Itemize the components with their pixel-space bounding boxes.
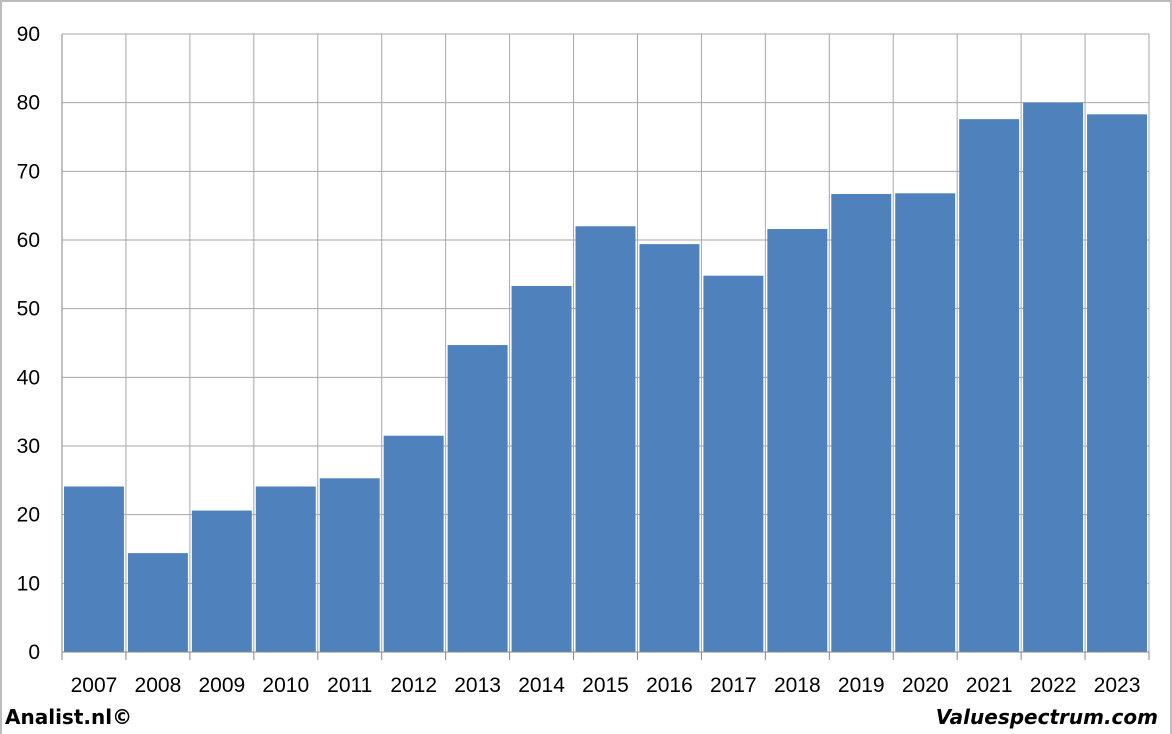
bar [639,244,700,652]
x-tick-label: 2013 [454,674,501,697]
bar [767,229,828,652]
bar [575,226,636,652]
bar [319,478,380,652]
y-tick-label: 60 [17,229,40,252]
x-tick-label: 2010 [262,674,309,697]
bar [1023,102,1084,652]
bar [447,345,508,652]
bar [1087,114,1147,653]
x-tick-label: 2009 [198,674,245,697]
y-tick-label: 50 [17,298,40,321]
bar [383,435,444,652]
x-tick-label: 2018 [774,674,821,697]
bar [511,286,572,652]
bar [255,486,316,652]
x-tick-label: 2022 [1030,674,1077,697]
y-tick-label: 90 [17,23,40,46]
x-tick-label: 2014 [518,674,565,697]
x-tick-label: 2011 [327,674,372,697]
y-tick-label: 80 [17,92,40,115]
x-tick-label: 2021 [966,674,1013,697]
y-tick-label: 30 [17,435,40,458]
bar [191,510,252,652]
x-tick-label: 2016 [646,674,693,697]
bar [831,193,892,652]
x-tick-label: 2017 [710,674,757,697]
bar [127,553,188,652]
bar [64,486,124,652]
bar [703,275,764,652]
x-tick-label: 2007 [71,674,118,697]
y-tick-label: 10 [17,572,40,595]
footer-left-credit: Analist.nl© [5,705,133,729]
bar [895,193,956,652]
bar-chart: 0 10 20 30 40 50 60 70 80 90 2007 2008 2009 2010 2011 2… [17,23,1150,697]
x-tick-label: 2012 [390,674,437,697]
x-tick-label: 2015 [582,674,629,697]
y-tick-label: 20 [17,504,40,527]
y-tick-label: 0 [28,641,40,664]
x-tick-label: 2020 [902,674,949,697]
bar [959,119,1020,652]
y-tick-label: 40 [17,366,40,389]
x-tick-label: 2023 [1094,674,1141,697]
y-tick-label: 70 [17,160,40,183]
footer: Analist.nl© Valuespectrum.com [0,703,1172,734]
x-tick-label: 2019 [838,674,885,697]
footer-right-credit: Valuespectrum.com [935,705,1158,729]
x-tick-label: 2008 [135,674,182,697]
